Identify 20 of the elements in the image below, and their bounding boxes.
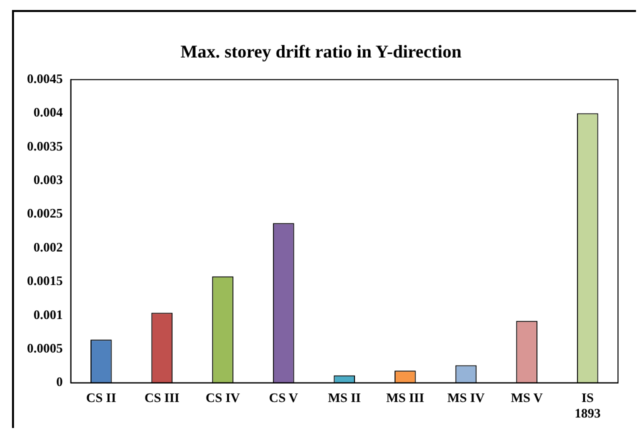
- y-tick-label: 0.002: [34, 239, 63, 254]
- y-tick-label: 0.001: [34, 306, 63, 322]
- x-tick-label: CS III: [144, 390, 180, 405]
- x-tick-label: MS II: [328, 390, 361, 405]
- x-tick-label: MS V: [510, 390, 544, 405]
- y-tick-label: 0.0035: [27, 138, 64, 154]
- y-tick-label: 0.0005: [27, 340, 64, 356]
- x-tick-label: CS V: [269, 390, 299, 405]
- y-tick-label: 0.004: [34, 104, 64, 120]
- x-tick-label: MS IV: [447, 390, 486, 405]
- x-tick-label: CS IV: [206, 390, 241, 405]
- chart-title: Max. storey drift ratio in Y-direction: [180, 41, 462, 62]
- y-tick-label: 0.0045: [27, 70, 64, 86]
- y-tick-label: 0.0025: [27, 206, 64, 221]
- x-tick-label: MS III: [386, 390, 424, 405]
- y-tick-label: 0.003: [34, 172, 64, 188]
- x-tick-label: CS II: [86, 390, 116, 405]
- x-tick-label: IS 1893: [574, 390, 602, 421]
- y-tick-label: 0: [56, 374, 63, 390]
- y-tick-label: 0.0015: [27, 273, 64, 288]
